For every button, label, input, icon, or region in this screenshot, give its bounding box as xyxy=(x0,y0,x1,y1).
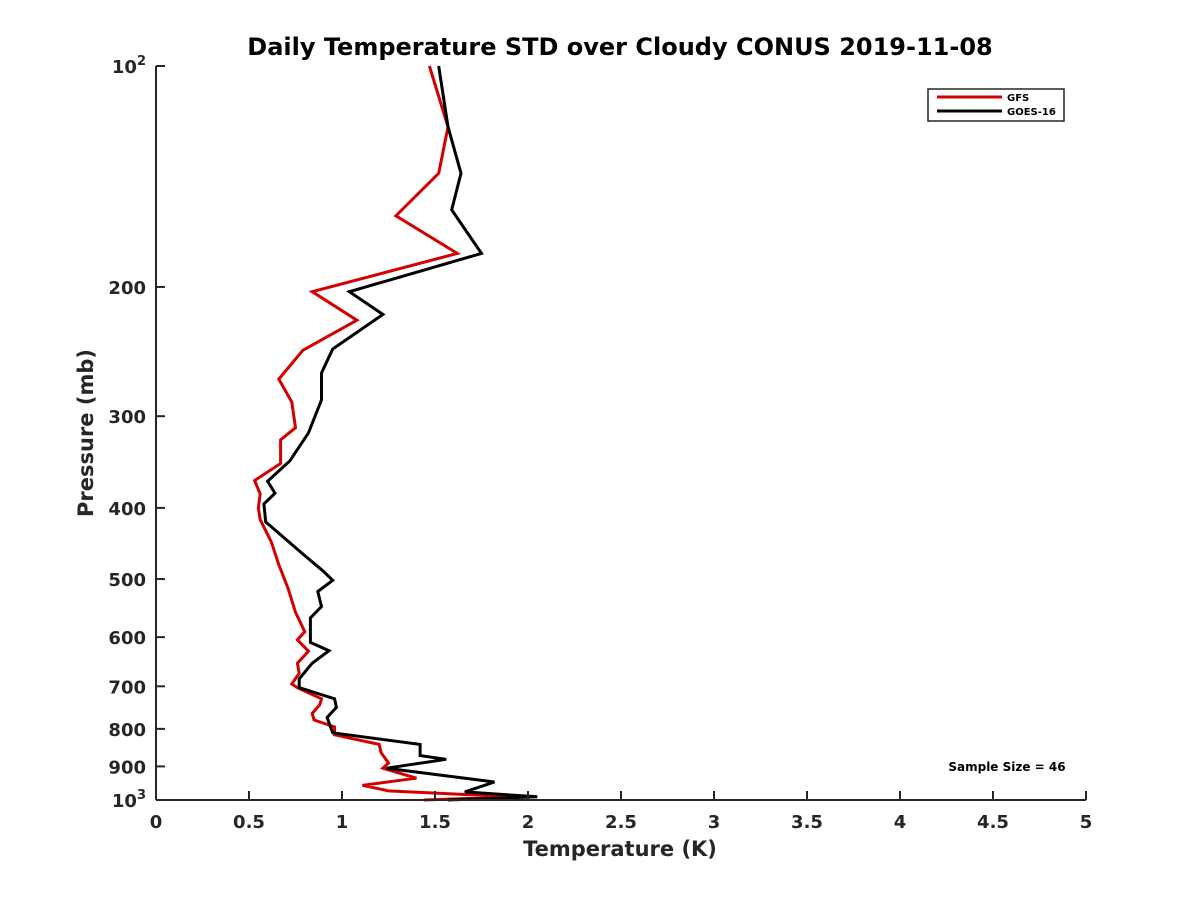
x-tick-label: 4.5 xyxy=(977,812,1009,833)
y-tick-label: 900 xyxy=(108,757,146,778)
chart-title: Daily Temperature STD over Cloudy CONUS … xyxy=(247,33,992,61)
x-tick-label: 2 xyxy=(522,812,535,833)
legend: GFS GOES-16 xyxy=(927,88,1065,122)
y-tick-label: 102 xyxy=(112,54,146,78)
series-line-gfs xyxy=(252,65,514,802)
y-tick-label: 103 xyxy=(112,788,146,812)
x-tick-label: 5 xyxy=(1080,812,1093,833)
y-tick-label: 400 xyxy=(108,499,146,520)
x-axis-label: Temperature (K) xyxy=(523,837,717,861)
y-tick-label: 500 xyxy=(108,570,146,591)
legend-label-gfs: GFS xyxy=(1007,93,1029,104)
x-tick-label: 1.5 xyxy=(419,812,451,833)
sample-size-annotation: Sample Size = 46 xyxy=(948,760,1065,774)
x-tick-label: 3.5 xyxy=(791,812,823,833)
legend-label-goes16: GOES-16 xyxy=(1007,107,1056,118)
series-layer xyxy=(252,65,538,802)
tick-layer: 0 0.5 1 1.5 2 2.5 3 3.5 4 4.5 5 102 200 300 400 500 600 7… xyxy=(108,54,1092,833)
x-tick-label: 1 xyxy=(336,812,349,833)
y-tick-label: 200 xyxy=(108,278,146,299)
x-tick-label: 3 xyxy=(708,812,721,833)
y-tick-label: 800 xyxy=(108,720,146,741)
x-tick-label: 0 xyxy=(150,812,163,833)
series-line-goes-16 xyxy=(262,65,538,802)
x-tick-label: 2.5 xyxy=(605,812,637,833)
y-tick-label: 600 xyxy=(108,628,146,649)
legend-box xyxy=(927,88,1065,122)
x-tick-label: 4 xyxy=(894,812,907,833)
x-tick-label: 0.5 xyxy=(233,812,265,833)
y-axis-label: Pressure (mb) xyxy=(74,349,98,517)
y-tick-label: 300 xyxy=(108,407,146,428)
y-tick-label: 700 xyxy=(108,677,146,698)
